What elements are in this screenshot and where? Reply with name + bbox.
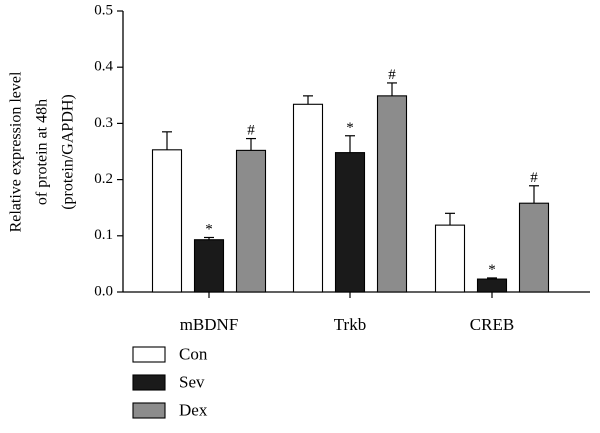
bar-con-creb [434, 224, 466, 293]
x-tick-label: mBDNF [180, 315, 239, 334]
bar-con-trkb [292, 103, 324, 293]
x-tick-label: Trkb [334, 315, 366, 334]
legend-label: Con [179, 344, 208, 363]
y-tick-label: 0.1 [94, 227, 113, 243]
significance-mark: * [346, 120, 354, 136]
x-tick-label: CREB [470, 315, 514, 334]
legend-label: Sev [179, 372, 205, 391]
y-tick-label: 0.5 [94, 2, 113, 18]
bar-sev-creb [476, 278, 508, 293]
significance-mark: # [247, 123, 255, 139]
bar-dex-creb [518, 202, 550, 293]
legend-swatch [132, 346, 166, 363]
bar-dex-mbdnf [235, 149, 267, 293]
y-tick-label: 0.2 [94, 171, 113, 187]
bar-sev-trkb [334, 152, 366, 293]
y-tick-label: 0.3 [94, 115, 113, 131]
bar-dex-trkb [376, 95, 408, 293]
legend: Con Sev Dex [132, 344, 208, 419]
significance-mark: * [205, 221, 213, 237]
legend-label: Dex [179, 400, 208, 419]
significance-mark: # [388, 67, 396, 83]
y-axis-label-line: (protein/GAPDH) [60, 94, 77, 210]
bars: * # * # * # [151, 67, 550, 293]
y-tick-label: 0.0 [94, 283, 113, 299]
y-tick-label: 0.4 [94, 59, 113, 75]
y-axis-label-line: Relative expression level [8, 71, 25, 232]
y-axis-label-line: of protein at 48h [34, 99, 51, 205]
significance-mark: * [488, 262, 496, 278]
legend-swatch [132, 374, 166, 391]
bar-sev-mbdnf [193, 239, 225, 293]
y-axis-label: Relative expression level of protein at 4… [8, 71, 77, 232]
legend-swatch [132, 402, 166, 419]
significance-mark: # [530, 170, 538, 186]
bar-con-mbdnf [151, 149, 183, 293]
